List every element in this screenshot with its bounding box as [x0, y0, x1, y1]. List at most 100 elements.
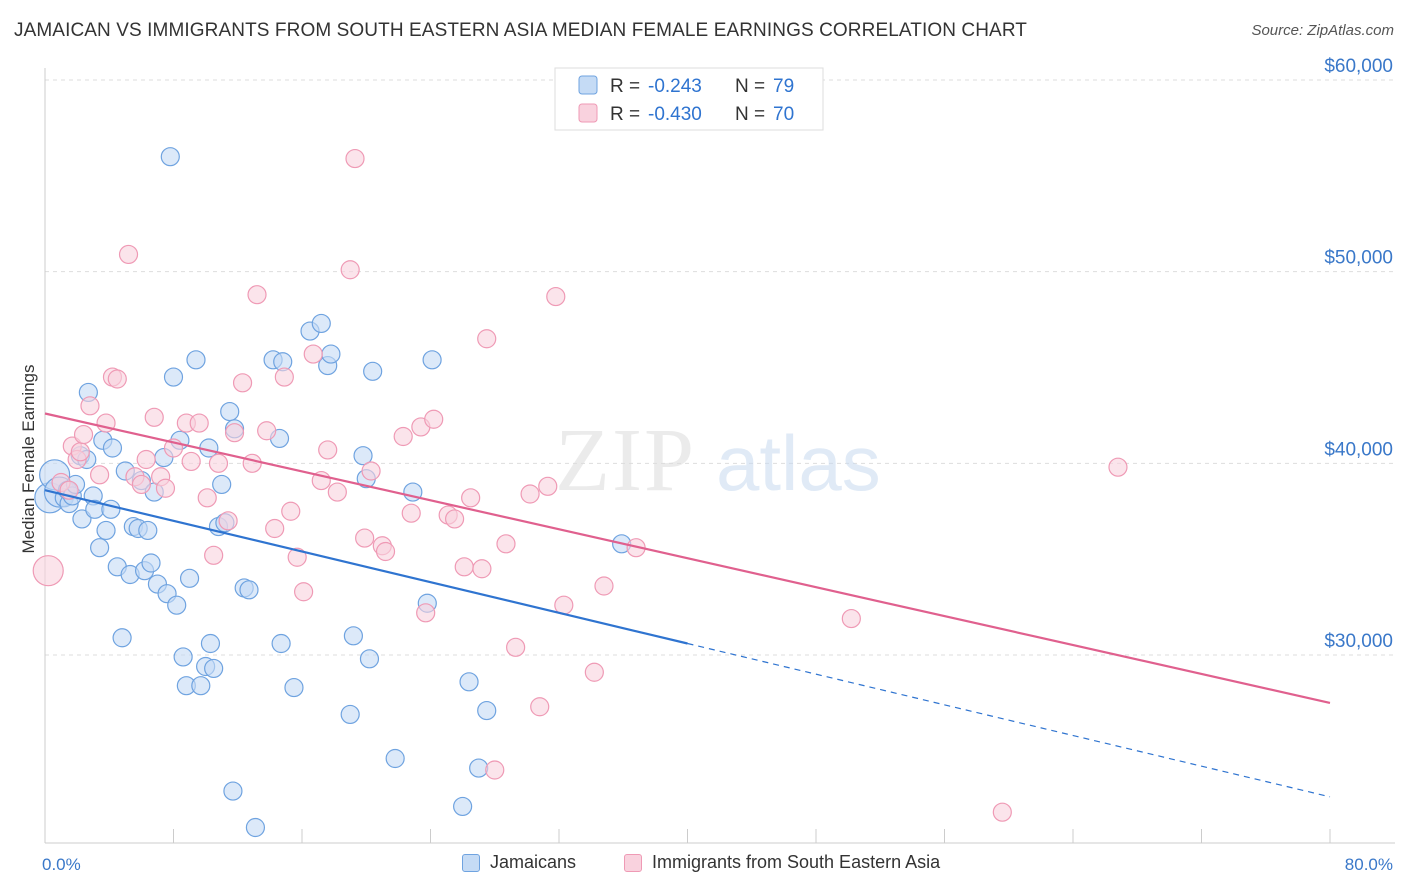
point-series-1-0	[32, 555, 64, 587]
point-series-1-29	[242, 453, 262, 473]
point-series-1-34	[281, 501, 301, 521]
point-series-0-76	[477, 700, 497, 721]
stats-swatch-immigrants	[578, 103, 598, 123]
y-tick-label-2: $50,000	[1324, 248, 1393, 269]
point-series-1-30	[247, 285, 267, 305]
point-series-1-35	[287, 547, 307, 567]
point-series-1-56	[472, 559, 492, 579]
point-series-0-65	[343, 626, 363, 646]
point-series-0-28	[141, 553, 161, 573]
point-series-1-39	[318, 440, 338, 460]
series-legend: Jamaicans Immigrants from South Eastern …	[0, 850, 1406, 880]
point-series-1-59	[496, 534, 516, 554]
point-series-1-22	[189, 413, 209, 433]
legend-swatch-jamaicans	[462, 853, 480, 872]
point-series-0-20	[112, 628, 132, 648]
point-series-0-75	[469, 758, 489, 778]
point-series-0-77	[453, 796, 473, 817]
point-series-1-58	[485, 760, 505, 780]
stats-n-label-1: N =	[735, 76, 765, 97]
point-series-0-44	[200, 633, 221, 654]
point-series-1-16	[144, 407, 164, 427]
point-series-1-12	[118, 244, 139, 265]
point-series-1-69	[841, 608, 861, 629]
watermark-atlas: atlas	[716, 419, 881, 507]
point-series-1-18	[155, 478, 176, 498]
point-series-1-48	[401, 503, 421, 523]
point-series-1-5	[70, 442, 90, 462]
trend-extension-series-0	[687, 642, 1331, 798]
point-series-0-73	[422, 350, 442, 370]
point-series-0-47	[212, 474, 232, 495]
legend-label-jamaicans: Jamaicans	[490, 852, 577, 872]
point-series-0-61	[311, 313, 331, 334]
point-series-0-16	[96, 520, 116, 541]
point-series-1-66	[584, 662, 604, 682]
point-series-1-42	[345, 148, 365, 169]
point-series-0-37	[173, 647, 193, 667]
point-series-1-37	[303, 344, 323, 364]
watermark: ZIP atlas	[555, 411, 881, 510]
point-series-1-44	[361, 461, 381, 481]
point-series-0-18	[102, 438, 123, 458]
point-series-1-55	[461, 488, 481, 508]
point-series-1-67	[594, 576, 614, 596]
point-series-1-46	[375, 541, 396, 562]
stats-r-label-1: R =	[610, 76, 640, 97]
legend-swatch-immigrants	[624, 853, 642, 872]
point-series-0-68	[359, 649, 380, 669]
point-series-0-59	[284, 677, 304, 698]
point-series-1-51	[424, 409, 444, 429]
point-series-1-71	[992, 802, 1012, 822]
legend-item-jamaicans[interactable]: Jamaicans	[462, 852, 576, 873]
point-series-1-70	[1108, 457, 1128, 477]
stats-n-label-2: N =	[735, 104, 765, 125]
point-series-1-57	[477, 329, 497, 349]
legend-item-immigrants[interactable]: Immigrants from South Eastern Asia	[624, 852, 940, 873]
point-series-0-50	[223, 781, 243, 801]
point-series-1-53	[444, 509, 465, 529]
stats-legend: R = -0.243 N = 79 R = -0.430 N = 70	[554, 67, 824, 131]
point-series-0-39	[179, 568, 200, 588]
point-series-1-14	[131, 474, 151, 495]
point-series-1-50	[416, 603, 436, 623]
point-series-0-69	[363, 361, 383, 381]
point-series-0-9	[72, 509, 92, 529]
point-series-1-11	[107, 369, 127, 389]
point-series-1-43	[355, 528, 375, 548]
point-series-1-60	[506, 637, 526, 657]
y-tick-label-0: $30,000	[1324, 631, 1393, 652]
point-series-0-74	[459, 672, 479, 692]
y-tick-labels: $30,000 $40,000 $50,000 $60,000	[1324, 56, 1393, 652]
point-series-0-53	[239, 580, 259, 600]
point-series-0-49	[220, 401, 240, 422]
point-series-0-45	[204, 658, 224, 679]
point-series-0-27	[138, 520, 158, 541]
gridlines	[45, 79, 1395, 656]
point-series-1-25	[208, 453, 229, 473]
point-series-1-7	[80, 396, 100, 416]
y-axis-label: Median Female Earnings	[19, 365, 38, 554]
point-series-0-34	[163, 367, 184, 387]
point-series-1-40	[327, 482, 347, 502]
point-series-0-70	[385, 748, 405, 769]
source-credit: Source: ZipAtlas.com	[1251, 22, 1394, 39]
trend-line-series-0	[44, 489, 688, 645]
y-tick-label-3: $60,000	[1324, 56, 1393, 77]
stats-n-value-1: 79	[773, 76, 794, 97]
point-series-0-40	[186, 350, 206, 370]
data-points	[32, 147, 1128, 838]
point-series-0-63	[321, 344, 341, 364]
point-series-1-62	[530, 697, 550, 717]
stats-n-value-2: 70	[773, 104, 794, 125]
stats-r-value-1: -0.243	[648, 76, 702, 97]
axes	[44, 68, 1395, 844]
legend-label-immigrants: Immigrants from South Eastern Asia	[652, 852, 941, 872]
stats-r-label-2: R =	[610, 104, 640, 125]
point-series-1-32	[265, 518, 285, 539]
point-series-1-23	[197, 488, 217, 508]
point-series-1-33	[274, 367, 294, 387]
point-series-1-6	[73, 424, 94, 445]
point-series-1-27	[224, 423, 245, 443]
point-series-0-54	[245, 817, 266, 838]
